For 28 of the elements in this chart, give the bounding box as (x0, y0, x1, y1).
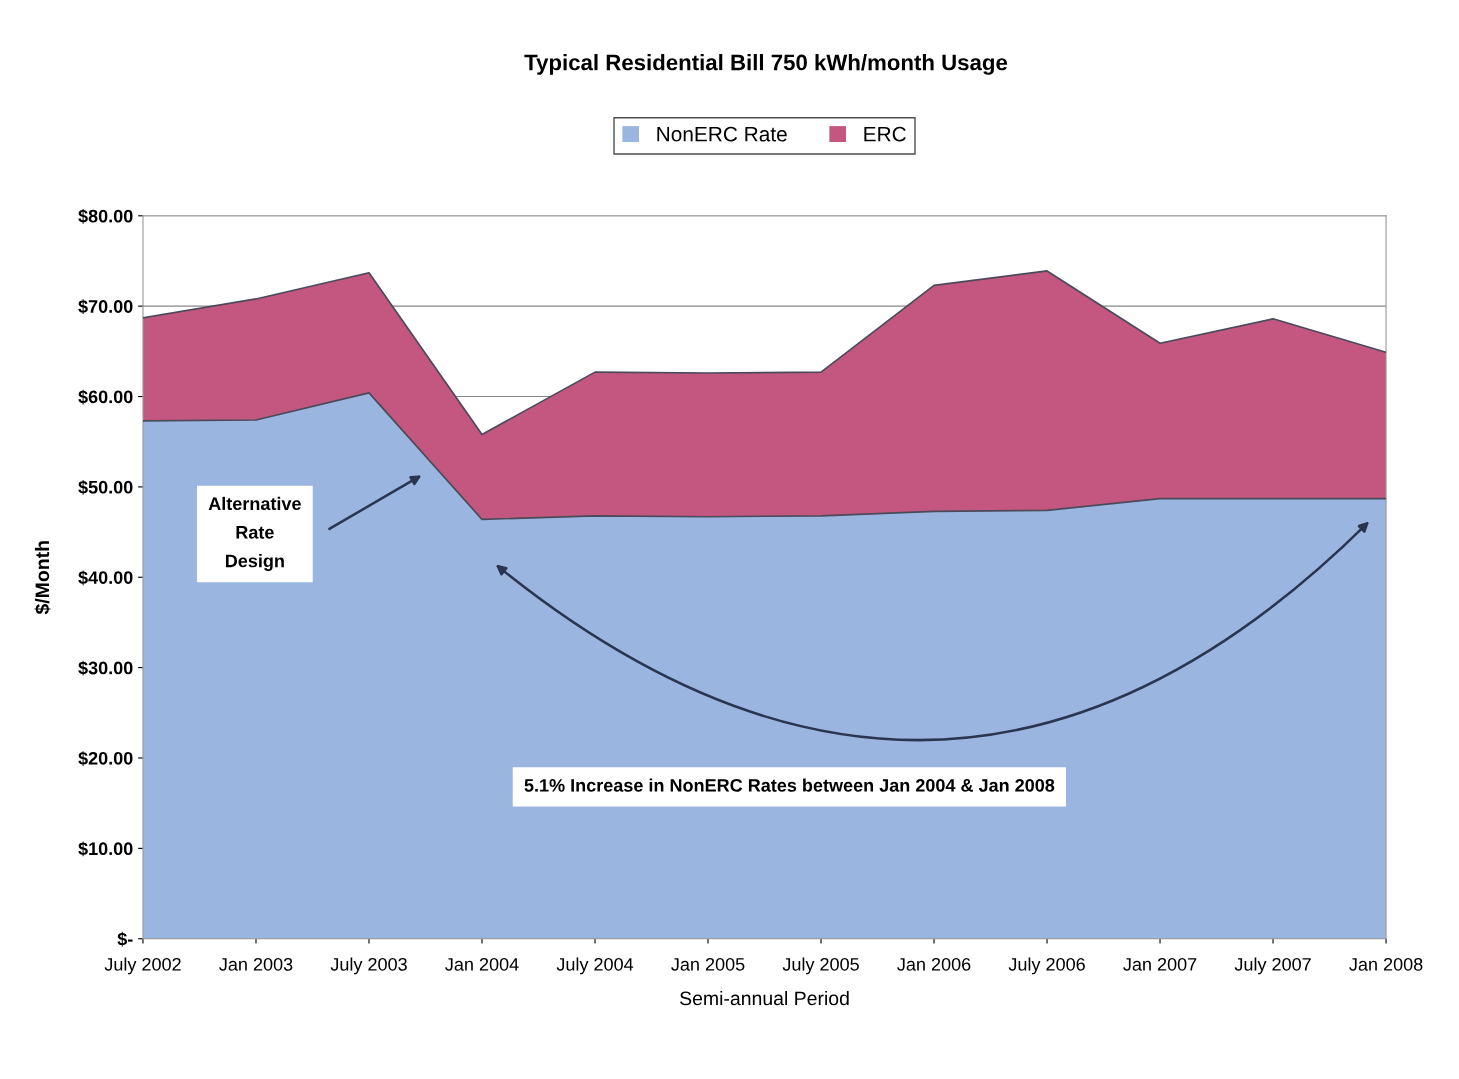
x-tick-label: July 2004 (556, 957, 634, 975)
x-tick-label: Jan 2006 (897, 957, 971, 971)
legend-label: ERC (864, 126, 906, 142)
x-tick-label: Jan 2008 (1349, 957, 1423, 971)
x-tick-label: July 2005 (782, 957, 859, 975)
y-tick-label: $40.00 (78, 570, 133, 586)
x-axis-title: Semi-annual Period (680, 990, 849, 1006)
chart-title: Typical Residential Bill 750 kWh/month Usage (524, 54, 1008, 75)
x-tick-label: July 2007 (1234, 957, 1311, 975)
x-tick-label: Jan 2007 (1123, 957, 1197, 971)
x-tick-label: Jan 2004 (445, 957, 519, 971)
y-tick-label: $20.00 (78, 751, 133, 766)
x-tick-label: Jan 2005 (671, 957, 745, 971)
y-tick-label: $70.00 (78, 299, 133, 315)
annotation: 5.1% Increase in NonERC Rates between Jan 2004 & Jan 2008 (524, 778, 1055, 792)
y-tick-label: $60.00 (78, 389, 133, 405)
x-tick-label: July 2002 (104, 957, 181, 975)
y-tick-label: $80.00 (78, 208, 133, 224)
legend-label: NonERC Rate (657, 126, 787, 142)
y-tick-label: $50.00 (78, 480, 133, 495)
y-tick-label: $- (117, 931, 133, 947)
y-tick-label: $30.00 (78, 660, 133, 676)
y-axis-title: $/Month (34, 541, 51, 615)
x-tick-label: Jan 2003 (219, 957, 293, 971)
x-tick-label: July 2006 (1008, 957, 1085, 975)
x-tick-label: July 2003 (330, 957, 407, 975)
y-tick-label: $10.00 (78, 841, 133, 857)
annotation: Alternative Rate Design (208, 496, 301, 571)
